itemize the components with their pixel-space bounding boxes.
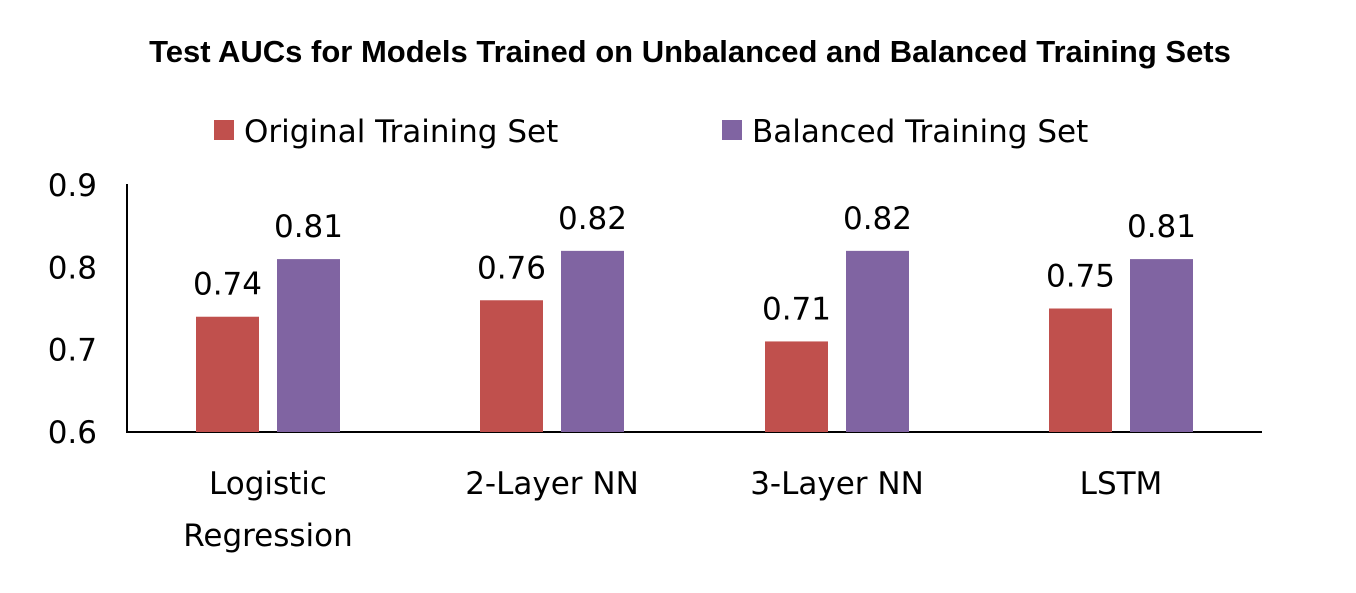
category-label: LSTM <box>1080 466 1163 502</box>
legend-label-balanced: Balanced Training Set <box>752 114 1088 150</box>
data-label: 0.81 <box>1127 209 1196 245</box>
data-label: 0.81 <box>274 209 343 245</box>
category-label: Logistic <box>209 466 327 502</box>
chart-title: Test AUCs for Models Trained on Unbalanc… <box>149 34 1231 69</box>
category-label: 3-Layer NN <box>750 466 924 502</box>
legend-label-original: Original Training Set <box>244 114 558 150</box>
data-label: 0.75 <box>1046 259 1115 295</box>
data-labels: 0.74 0.81 0.76 0.82 0.71 0.82 0.75 0.81 <box>193 201 1196 328</box>
bars <box>196 250 1193 432</box>
bar-original <box>480 300 543 432</box>
bar-balanced <box>561 250 624 432</box>
data-label: 0.71 <box>762 291 831 327</box>
category-label: Regression <box>183 518 353 554</box>
category-labels: Logistic Regression 2-Layer NN 3-Layer NN LS… <box>183 466 1162 554</box>
bar-balanced <box>1130 259 1193 432</box>
data-label: 0.74 <box>193 267 262 303</box>
y-tick-label: 0.7 <box>48 333 97 369</box>
y-axis-ticks: 0.6 0.7 0.8 0.9 <box>48 168 97 451</box>
y-tick-label: 0.9 <box>48 168 97 204</box>
bar-original <box>196 316 259 432</box>
data-label: 0.82 <box>558 201 627 237</box>
bar-original <box>765 341 828 432</box>
bar-original <box>1049 308 1112 432</box>
y-tick-label: 0.6 <box>48 415 97 451</box>
y-tick-label: 0.8 <box>48 250 97 286</box>
bar-balanced <box>277 259 340 432</box>
data-label: 0.76 <box>477 250 546 286</box>
category-label: 2-Layer NN <box>465 466 639 502</box>
legend: Original Training Set Balanced Training … <box>214 114 1088 150</box>
legend-swatch-original <box>214 120 234 140</box>
legend-swatch-balanced <box>722 120 742 140</box>
data-label: 0.82 <box>843 201 912 237</box>
bar-balanced <box>846 250 909 432</box>
